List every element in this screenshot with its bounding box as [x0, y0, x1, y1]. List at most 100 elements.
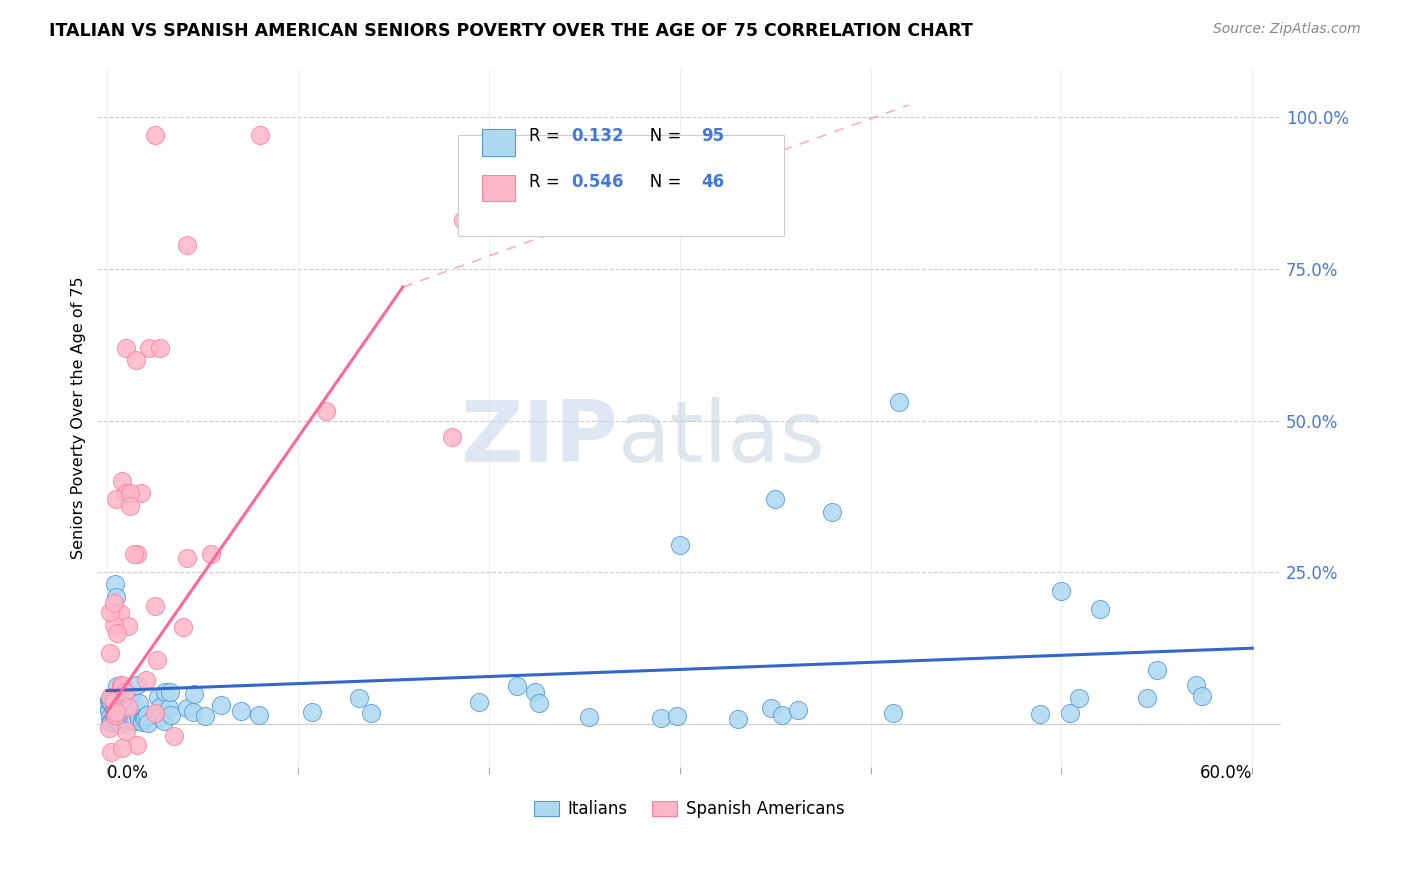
Point [111, 678, 134, 692]
Text: R =: R = [530, 128, 565, 145]
Point [104, 707, 127, 722]
Point [108, 695, 131, 709]
Text: N =: N = [634, 128, 686, 145]
Point [301, 705, 323, 719]
FancyBboxPatch shape [482, 175, 515, 202]
Point [315, 403, 337, 417]
Point [97, 703, 120, 717]
Point [146, 653, 169, 667]
Point [103, 700, 125, 714]
Point [1050, 583, 1073, 598]
Point [114, 714, 136, 729]
FancyBboxPatch shape [482, 129, 515, 156]
Point [98, 605, 121, 619]
Point [107, 714, 129, 729]
Point [105, 626, 128, 640]
Point [115, 341, 138, 355]
Point [98, 721, 121, 735]
Point [727, 712, 749, 726]
Point [160, 708, 183, 723]
Point [103, 577, 125, 591]
Text: atlas: atlas [619, 397, 827, 480]
Point [104, 708, 127, 723]
Point [108, 703, 131, 717]
Point [763, 492, 786, 507]
Point [98, 710, 121, 724]
Point [153, 685, 176, 699]
Point [159, 685, 181, 699]
Point [163, 729, 186, 743]
Point [118, 486, 141, 500]
Point [125, 678, 148, 692]
Point [117, 618, 139, 632]
Point [103, 696, 125, 710]
Text: Source: ZipAtlas.com: Source: ZipAtlas.com [1213, 22, 1361, 37]
Point [249, 128, 271, 143]
Point [110, 690, 132, 704]
Point [138, 715, 160, 730]
Point [97, 692, 120, 706]
Point [157, 701, 180, 715]
Point [100, 695, 122, 709]
Point [821, 505, 844, 519]
Point [105, 698, 128, 712]
Point [527, 696, 550, 710]
Text: 95: 95 [702, 128, 724, 145]
Point [110, 678, 132, 692]
Point [349, 691, 371, 706]
Point [882, 706, 904, 720]
Point [759, 701, 782, 715]
Point [100, 745, 122, 759]
Y-axis label: Seniors Poverty Over the Age of 75: Seniors Poverty Over the Age of 75 [72, 277, 86, 559]
Point [194, 709, 217, 723]
FancyBboxPatch shape [458, 135, 783, 236]
Point [107, 696, 129, 710]
Point [440, 429, 463, 443]
Point [132, 712, 155, 726]
Point [122, 547, 145, 561]
Point [668, 538, 690, 552]
Point [100, 714, 122, 729]
Point [1069, 690, 1091, 705]
Point [114, 708, 136, 723]
Point [143, 706, 166, 720]
Point [125, 738, 148, 752]
Point [118, 499, 141, 513]
Text: 0.0%: 0.0% [107, 764, 149, 781]
Point [149, 710, 172, 724]
Point [110, 689, 132, 703]
Point [103, 596, 125, 610]
Point [104, 714, 127, 729]
Point [176, 701, 198, 715]
Point [115, 724, 138, 739]
Text: 0.546: 0.546 [571, 173, 623, 191]
Point [135, 707, 157, 722]
Point [111, 741, 134, 756]
Point [249, 708, 271, 723]
Point [172, 619, 194, 633]
Point [117, 699, 139, 714]
Point [110, 714, 132, 729]
Text: N =: N = [634, 173, 686, 191]
Point [121, 714, 143, 728]
Point [124, 702, 146, 716]
Point [1088, 601, 1111, 615]
Point [1185, 678, 1208, 692]
Point [114, 685, 136, 699]
Text: ITALIAN VS SPANISH AMERICAN SENIORS POVERTY OVER THE AGE OF 75 CORRELATION CHART: ITALIAN VS SPANISH AMERICAN SENIORS POVE… [49, 22, 973, 40]
Point [128, 711, 150, 725]
Point [115, 705, 138, 719]
Point [120, 688, 142, 702]
Point [98, 694, 121, 708]
Point [98, 646, 121, 660]
Point [889, 395, 911, 409]
Point [148, 690, 170, 704]
Point [650, 711, 672, 725]
Point [176, 237, 198, 252]
Point [468, 695, 491, 709]
Point [127, 707, 149, 722]
Text: 46: 46 [702, 173, 724, 191]
Point [108, 708, 131, 723]
Point [103, 694, 125, 708]
Point [98, 690, 121, 704]
